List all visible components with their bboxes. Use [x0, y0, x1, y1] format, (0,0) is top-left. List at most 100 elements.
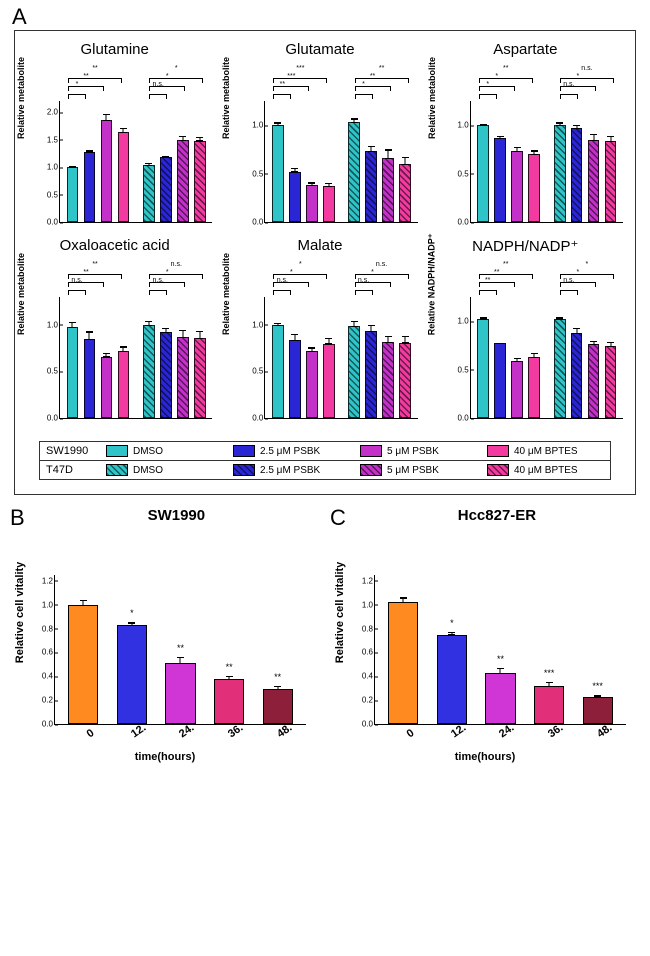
sig-bracket [355, 290, 373, 291]
y-tick: 0.0 [458, 414, 471, 423]
bar-slot [492, 297, 509, 418]
bar [67, 327, 79, 418]
bc-bar-slot: *12. [108, 575, 157, 724]
legend-swatch [487, 464, 509, 476]
bar [494, 138, 506, 222]
sig-label: n.s. [171, 261, 182, 268]
bar [143, 165, 155, 222]
sig-bracket [273, 86, 309, 87]
bar [323, 344, 335, 418]
bar-slot [380, 297, 397, 418]
bar-slot [346, 297, 363, 418]
bar-slot [585, 297, 602, 418]
bc-bar-slot: 0 [379, 575, 428, 724]
legend-item: 40 μM BPTES [487, 445, 604, 457]
bar-slot [380, 101, 397, 222]
error-bar [517, 358, 518, 362]
error-bar [500, 136, 501, 139]
legend-swatch [233, 464, 255, 476]
bar [177, 140, 189, 222]
bar-slot [174, 297, 191, 418]
bar [177, 337, 189, 418]
error-bar [388, 336, 389, 343]
legend-item: 5 μM PSBK [360, 464, 477, 476]
legend-text: 5 μM PSBK [387, 465, 439, 476]
y-tick: 1.2 [42, 576, 55, 585]
bar [289, 340, 301, 418]
bar-slot [269, 101, 286, 222]
significance-area: n.s.****n.s.*n.s. [59, 255, 212, 297]
y-tick: 1.0 [458, 317, 471, 326]
y-tick: 0.0 [252, 414, 265, 423]
error-bar [123, 128, 124, 133]
sig-bracket [560, 94, 578, 95]
bc-bar-slot: **24. [476, 575, 525, 724]
legend-swatch [233, 445, 255, 457]
bar [101, 120, 113, 222]
legend-row: SW1990DMSO2.5 μM PSBK5 μM PSBK40 μM BPTE… [40, 442, 610, 460]
sig-label: ** [379, 65, 384, 72]
error-bar [148, 163, 149, 166]
error-bar [148, 321, 149, 326]
bar-slot [509, 101, 526, 222]
sig-bracket [68, 290, 86, 291]
bar-slot [526, 101, 543, 222]
sig-bracket [273, 290, 291, 291]
error-bar [483, 317, 484, 320]
error-bar [610, 136, 611, 142]
sig-bracket [479, 94, 497, 95]
bar [382, 158, 394, 222]
y-tick: 1.0 [252, 320, 265, 329]
mini-chart: NADPH/NADP⁺Relative NADPH/NADP⁺0.00.51.0… [430, 237, 631, 427]
error-bar [451, 632, 452, 636]
y-axis-label: Relative metabolite [221, 57, 231, 139]
bc-bar-slot: **24. [156, 575, 205, 724]
bar-slot [568, 101, 585, 222]
bar-slot [286, 297, 303, 418]
error-bar [180, 657, 181, 664]
bc-bars-container: 0*12.**24.**36.**48. [59, 575, 302, 724]
sig-bracket [68, 274, 122, 275]
sig-bracket [355, 86, 391, 87]
x-axis-label: time(hours) [336, 751, 634, 763]
sig-label: * [175, 65, 178, 72]
bar [511, 361, 523, 418]
y-tick: 1.0 [458, 121, 471, 130]
y-tick: 0.5 [458, 365, 471, 374]
bar-slot [346, 101, 363, 222]
sig-label: ** [226, 662, 233, 672]
bar [605, 141, 617, 222]
bar [554, 125, 566, 222]
bar-slot [191, 297, 208, 418]
legend-text: DMSO [133, 465, 163, 476]
sig-bracket [355, 78, 409, 79]
sig-label: ** [92, 261, 97, 268]
legend-text: DMSO [133, 446, 163, 457]
bar-slot [475, 297, 492, 418]
bar [382, 342, 394, 418]
bc-bar-slot: 0 [59, 575, 108, 724]
legend-swatch [106, 464, 128, 476]
error-bar [277, 323, 278, 326]
y-tick: 0.5 [252, 169, 265, 178]
sig-label: ** [503, 261, 508, 268]
legend-text: 2.5 μM PSBK [260, 446, 320, 457]
error-bar [277, 686, 278, 691]
error-bar [593, 134, 594, 141]
y-tick: 0.0 [42, 720, 55, 729]
sig-bracket [355, 274, 409, 275]
bar [477, 125, 489, 222]
y-tick: 0.2 [42, 696, 55, 705]
bars-container [64, 297, 208, 418]
error-bar [229, 676, 230, 680]
mini-chart: AspartateRelative metabolite0.00.51.0***… [430, 41, 631, 231]
y-tick: 0.0 [252, 218, 265, 227]
sig-bracket [149, 290, 167, 291]
error-bar [388, 149, 389, 159]
chart-title: Glutamine [19, 41, 210, 58]
chart-title: Aspartate [430, 41, 621, 58]
panel-a-box: GlutamineRelative metabolite0.00.51.01.5… [14, 30, 636, 495]
bar-slot [98, 101, 115, 222]
panel-b-plot: 0.00.20.40.60.81.01.20*12.**24.**36.**48… [16, 535, 314, 765]
bar [272, 325, 284, 418]
